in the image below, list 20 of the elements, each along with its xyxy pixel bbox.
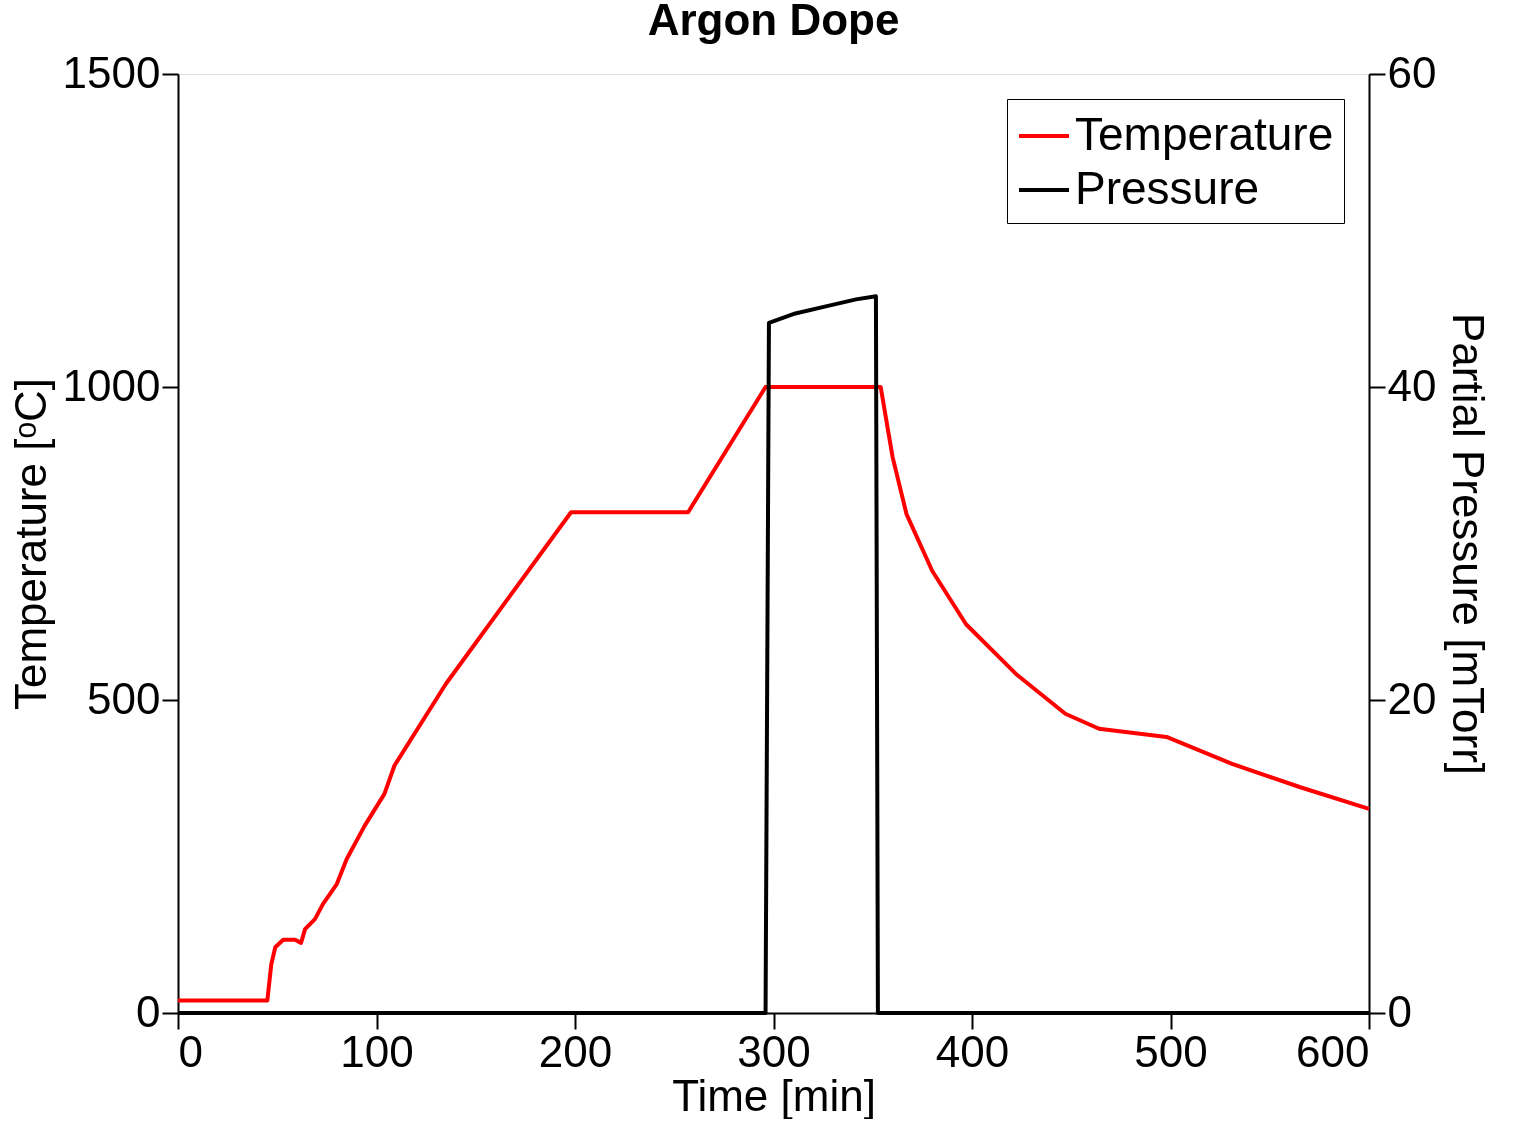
x-tick-label: 300 (737, 1026, 811, 1076)
x-tick-label: 600 (1296, 1026, 1370, 1076)
chart-title: Argon Dope (647, 0, 900, 44)
x-tick-label: 0 (178, 1026, 203, 1076)
y-axis-title: Temperature [ᵒC] (5, 377, 55, 711)
y-tick-label: 500 (87, 673, 161, 723)
x-tick-label: 400 (935, 1026, 1010, 1076)
x-tick-label: 200 (538, 1026, 613, 1076)
legend-label: Pressure (1075, 162, 1260, 214)
y2-tick-label: 40 (1387, 360, 1437, 410)
y-tick-label: 1500 (62, 47, 161, 97)
y2-tick-label: 0 (1387, 986, 1412, 1036)
legend-label: Temperature (1075, 108, 1334, 160)
y-tick-label: 0 (136, 986, 161, 1036)
x-tick-label: 100 (340, 1026, 414, 1076)
y-tick-label: 1000 (62, 360, 161, 410)
y2-tick-label: 60 (1387, 47, 1437, 97)
y2-axis-title: Partial Pressure [mTorr] (1444, 312, 1494, 776)
x-tick-label: 500 (1134, 1026, 1208, 1076)
y2-tick-label: 20 (1387, 673, 1437, 723)
